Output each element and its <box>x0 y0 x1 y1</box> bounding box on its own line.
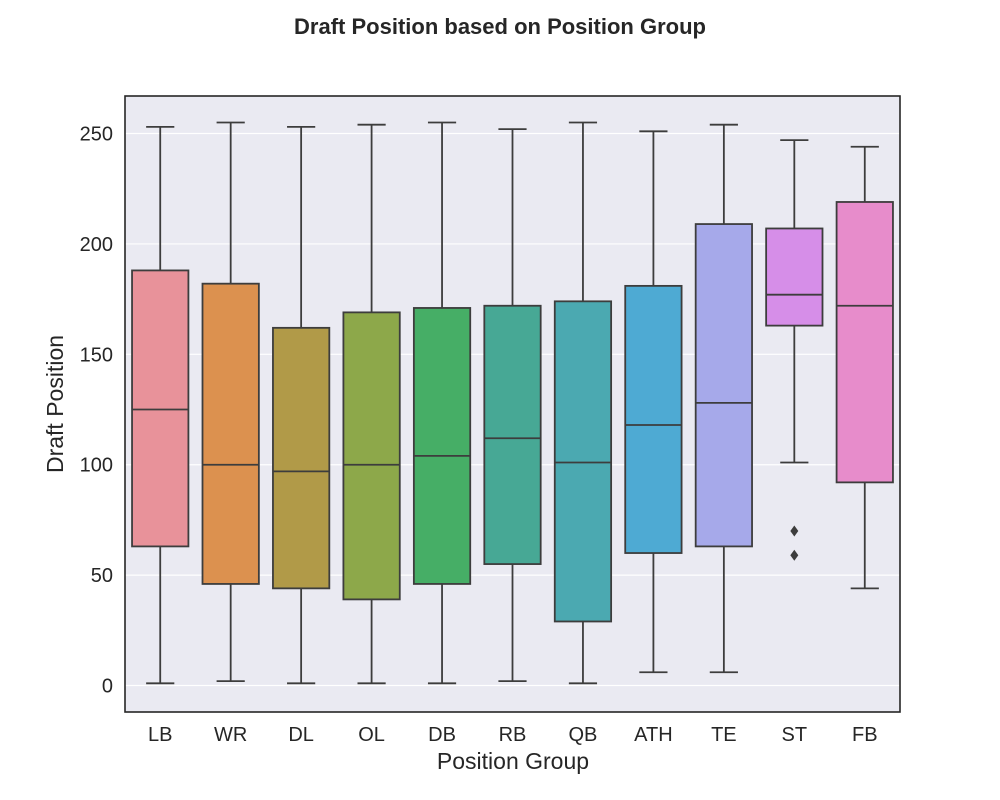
chart-title: Draft Position based on Position Group <box>294 14 706 39</box>
x-tick-label: DB <box>428 724 456 746</box>
iqr-box <box>483 304 542 565</box>
x-tick-label: ATH <box>634 724 673 746</box>
box-db <box>412 121 472 685</box>
y-tick-label: 100 <box>80 455 113 477</box>
x-tick-label: LB <box>148 724 172 746</box>
x-tick-label: ST <box>782 724 808 746</box>
outlier-point <box>790 549 799 561</box>
box-ol <box>342 123 401 685</box>
iqr-box <box>835 201 894 484</box>
iqr-box <box>694 223 753 548</box>
x-tick-label: DL <box>288 724 314 746</box>
box-dl <box>272 126 331 685</box>
box-fb <box>835 145 894 590</box>
y-tick-label: 200 <box>80 234 113 256</box>
x-tick-label: OL <box>358 724 385 746</box>
y-tick-label: 50 <box>91 565 113 587</box>
box-st <box>765 139 824 561</box>
iqr-box <box>201 282 260 585</box>
x-tick-label: RB <box>499 724 527 746</box>
box-ath <box>624 130 683 674</box>
iqr-box <box>342 311 401 601</box>
box-qb <box>553 121 613 685</box>
y-tick-label: 150 <box>80 344 113 366</box>
box-rb <box>483 128 542 682</box>
iqr-box <box>412 307 472 585</box>
box-lb <box>131 126 190 685</box>
box-te <box>694 123 753 674</box>
x-tick-label: FB <box>852 724 878 746</box>
iqr-box <box>765 227 824 327</box>
iqr-box <box>624 284 683 554</box>
plot-border <box>124 95 901 713</box>
x-tick-label: WR <box>214 724 247 746</box>
y-tick-label: 250 <box>80 124 113 146</box>
box-layer <box>131 121 894 685</box>
box-wr <box>201 121 260 682</box>
x-axis-label: Position Group <box>437 748 589 774</box>
iqr-box <box>553 300 613 623</box>
outlier-point <box>790 525 799 537</box>
y-axis-ticks: 0 50 100 150 200 250 <box>80 124 113 698</box>
x-tick-label: TE <box>711 724 737 746</box>
y-axis-label: Draft Position <box>42 335 68 473</box>
iqr-box <box>272 326 331 590</box>
x-axis-ticks: LB WR DL OL DB RB QB ATH TE ST FB <box>148 724 878 746</box>
x-tick-label: QB <box>569 724 598 746</box>
y-tick-label: 0 <box>102 676 113 698</box>
iqr-box <box>131 269 190 548</box>
